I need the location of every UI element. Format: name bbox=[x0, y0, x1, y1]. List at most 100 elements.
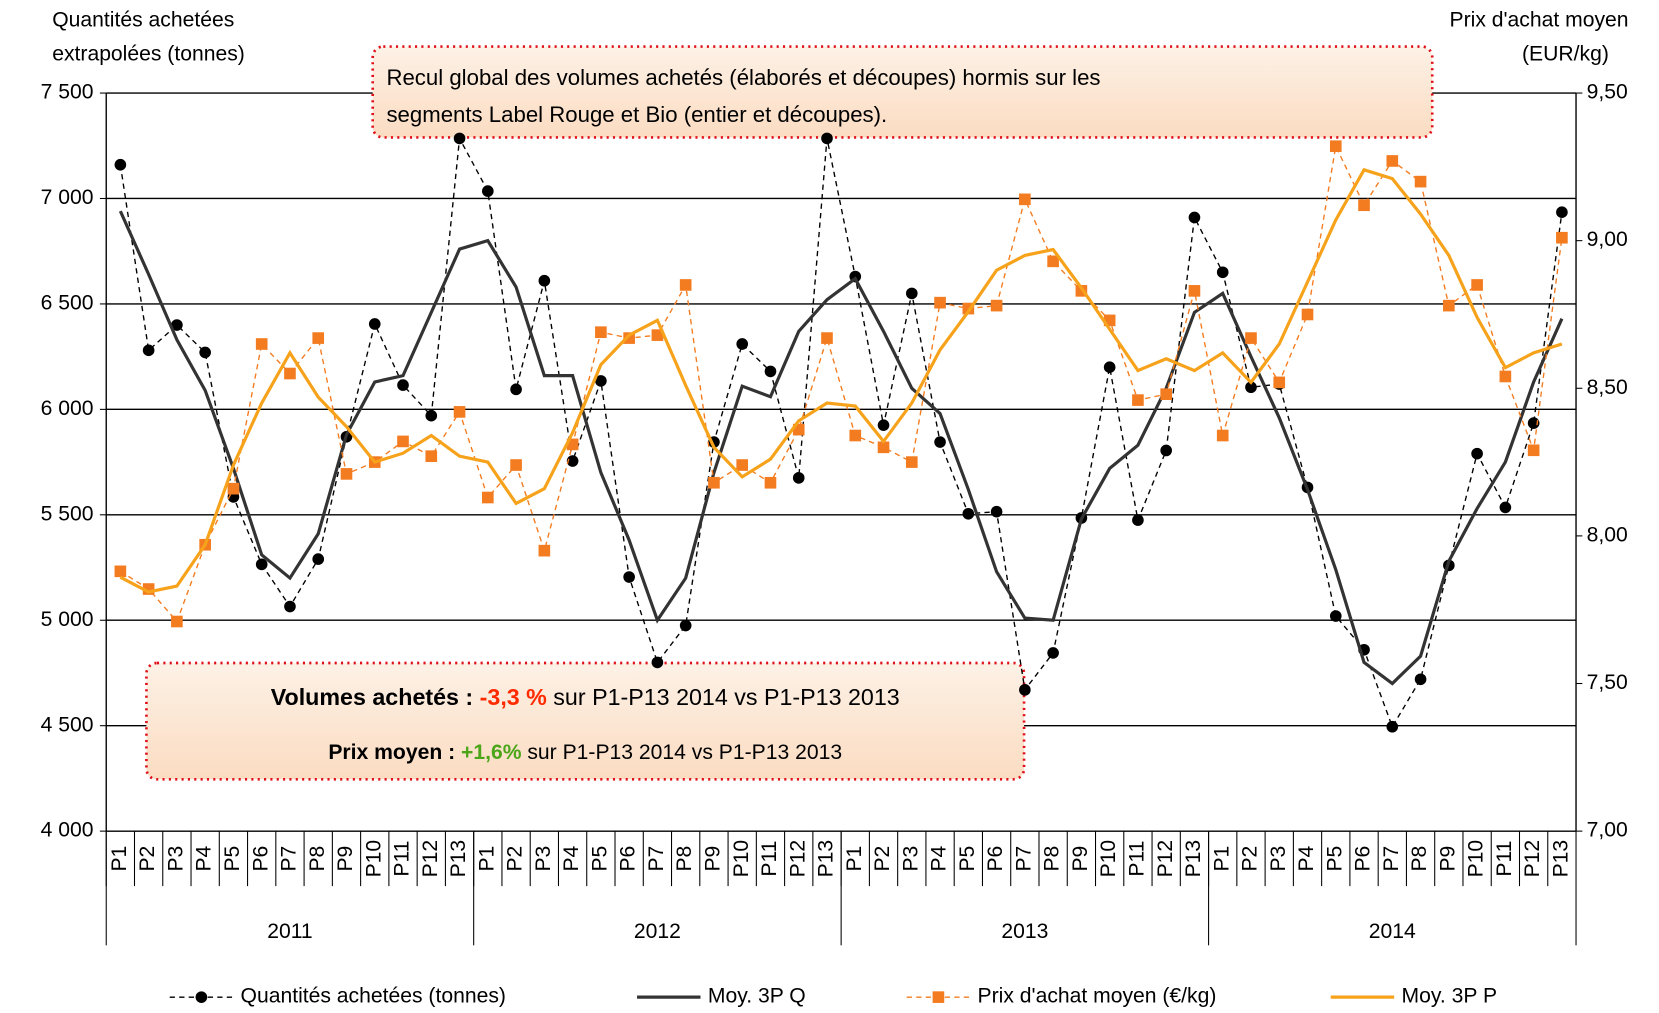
data-point bbox=[1216, 429, 1229, 442]
x-tick-label: P9 bbox=[334, 846, 357, 872]
data-point bbox=[1132, 394, 1144, 406]
data-point bbox=[340, 468, 353, 480]
data-point bbox=[1499, 370, 1512, 383]
data-point bbox=[764, 365, 777, 378]
data-point bbox=[510, 459, 522, 471]
data-point bbox=[284, 600, 296, 613]
annotation-change: +1,6% bbox=[461, 740, 522, 763]
annotation-text: Recul global des volumes achetés (élabor… bbox=[386, 65, 1100, 90]
data-point bbox=[1471, 447, 1483, 460]
x-tick-label: P3 bbox=[532, 846, 555, 872]
y2-tick-label: 7,00 bbox=[1587, 819, 1628, 842]
x-tick-label: P1 bbox=[843, 846, 866, 872]
x-tick-label: P11 bbox=[758, 841, 781, 877]
y2-tick-label: 8,00 bbox=[1587, 523, 1628, 546]
x-tick-label: P7 bbox=[645, 846, 668, 872]
x-tick-label: P3 bbox=[1267, 846, 1290, 872]
x-tick-label: P3 bbox=[899, 846, 922, 872]
data-point bbox=[255, 558, 268, 571]
x-tick-label: P4 bbox=[928, 845, 951, 871]
x-tick-label: P13 bbox=[1549, 840, 1572, 878]
data-point bbox=[792, 423, 805, 436]
data-point bbox=[368, 318, 381, 330]
y-tick-label: 4 000 bbox=[41, 819, 94, 842]
data-point bbox=[538, 274, 551, 287]
data-point bbox=[255, 338, 268, 350]
y-tick-label: 5 000 bbox=[41, 608, 94, 631]
y2-tick-label: 8,50 bbox=[1587, 376, 1628, 399]
data-point bbox=[905, 287, 918, 300]
x-tick-label: P10 bbox=[1465, 840, 1488, 878]
data-point bbox=[821, 132, 833, 145]
data-point bbox=[1103, 314, 1116, 327]
data-point bbox=[792, 472, 805, 484]
x-tick-label: P1 bbox=[1210, 846, 1233, 872]
y2-tick-label: 9,00 bbox=[1587, 228, 1628, 251]
data-point bbox=[1019, 684, 1031, 696]
x-tick-label: P2 bbox=[136, 846, 159, 872]
x-tick-label: P10 bbox=[730, 840, 753, 878]
data-point bbox=[990, 299, 1003, 312]
x-tick-label: P4 bbox=[1295, 845, 1318, 871]
data-point bbox=[1443, 299, 1455, 312]
data-point bbox=[934, 436, 946, 448]
data-point bbox=[990, 505, 1003, 518]
data-point bbox=[595, 375, 607, 387]
x-tick-label: P11 bbox=[1125, 841, 1148, 877]
annotation-box bbox=[371, 45, 1434, 139]
data-point bbox=[114, 565, 127, 578]
x-tick-label: P6 bbox=[617, 846, 640, 872]
annotation-change: -3,3 % bbox=[480, 684, 548, 710]
x-tick-label: P8 bbox=[306, 846, 329, 872]
y2-tick-label: 7,50 bbox=[1587, 671, 1628, 694]
data-point bbox=[397, 379, 409, 391]
x-tick-label: P6 bbox=[984, 846, 1007, 872]
data-point bbox=[312, 553, 325, 565]
x-tick-label: P9 bbox=[1436, 846, 1459, 872]
series-line bbox=[119, 167, 1563, 594]
data-point bbox=[679, 619, 692, 632]
data-point bbox=[1386, 720, 1399, 733]
annotation-detail: sur P1-P13 2014 vs P1-P13 2013 bbox=[547, 684, 900, 710]
x-tick-label: P9 bbox=[1069, 846, 1092, 872]
group-label: 2013 bbox=[1001, 920, 1048, 943]
x-tick-label: P13 bbox=[815, 840, 838, 878]
x-tick-label: P11 bbox=[391, 841, 414, 877]
annotation-text: segments Label Rouge et Bio (entier et d… bbox=[386, 102, 887, 127]
x-tick-label: P5 bbox=[221, 846, 244, 872]
x-tick-label: P8 bbox=[673, 846, 696, 872]
data-point bbox=[1273, 376, 1286, 389]
x-tick-label: P4 bbox=[560, 845, 583, 871]
group-label: 2012 bbox=[634, 920, 681, 943]
data-point bbox=[1527, 444, 1540, 457]
x-tick-label: P7 bbox=[1012, 846, 1035, 872]
data-point bbox=[1075, 285, 1088, 297]
x-tick-label: P12 bbox=[1154, 840, 1177, 878]
data-point bbox=[849, 429, 862, 442]
data-point bbox=[1132, 514, 1144, 526]
data-point bbox=[1329, 610, 1342, 622]
data-point bbox=[425, 450, 438, 462]
data-point bbox=[142, 583, 155, 595]
data-point bbox=[227, 482, 240, 495]
y-tick-label: 5 500 bbox=[41, 502, 94, 525]
x-tick-label: P10 bbox=[362, 840, 385, 878]
data-point bbox=[481, 491, 494, 504]
data-point bbox=[1245, 332, 1257, 344]
x-tick-label: P3 bbox=[164, 846, 187, 872]
y2-axis-title: (EUR/kg) bbox=[1522, 43, 1609, 66]
data-point bbox=[1245, 381, 1257, 394]
x-tick-label: P4 bbox=[193, 845, 216, 871]
data-point bbox=[1358, 199, 1370, 212]
data-point bbox=[425, 409, 438, 422]
data-point bbox=[566, 455, 579, 467]
annotation-label: Volumes achetés : bbox=[271, 684, 480, 710]
data-point bbox=[679, 279, 692, 291]
data-point bbox=[397, 435, 409, 448]
x-tick-label: P6 bbox=[1352, 846, 1375, 872]
y-tick-label: 7 000 bbox=[41, 186, 94, 209]
data-point bbox=[905, 456, 918, 468]
x-tick-label: P6 bbox=[249, 846, 272, 872]
